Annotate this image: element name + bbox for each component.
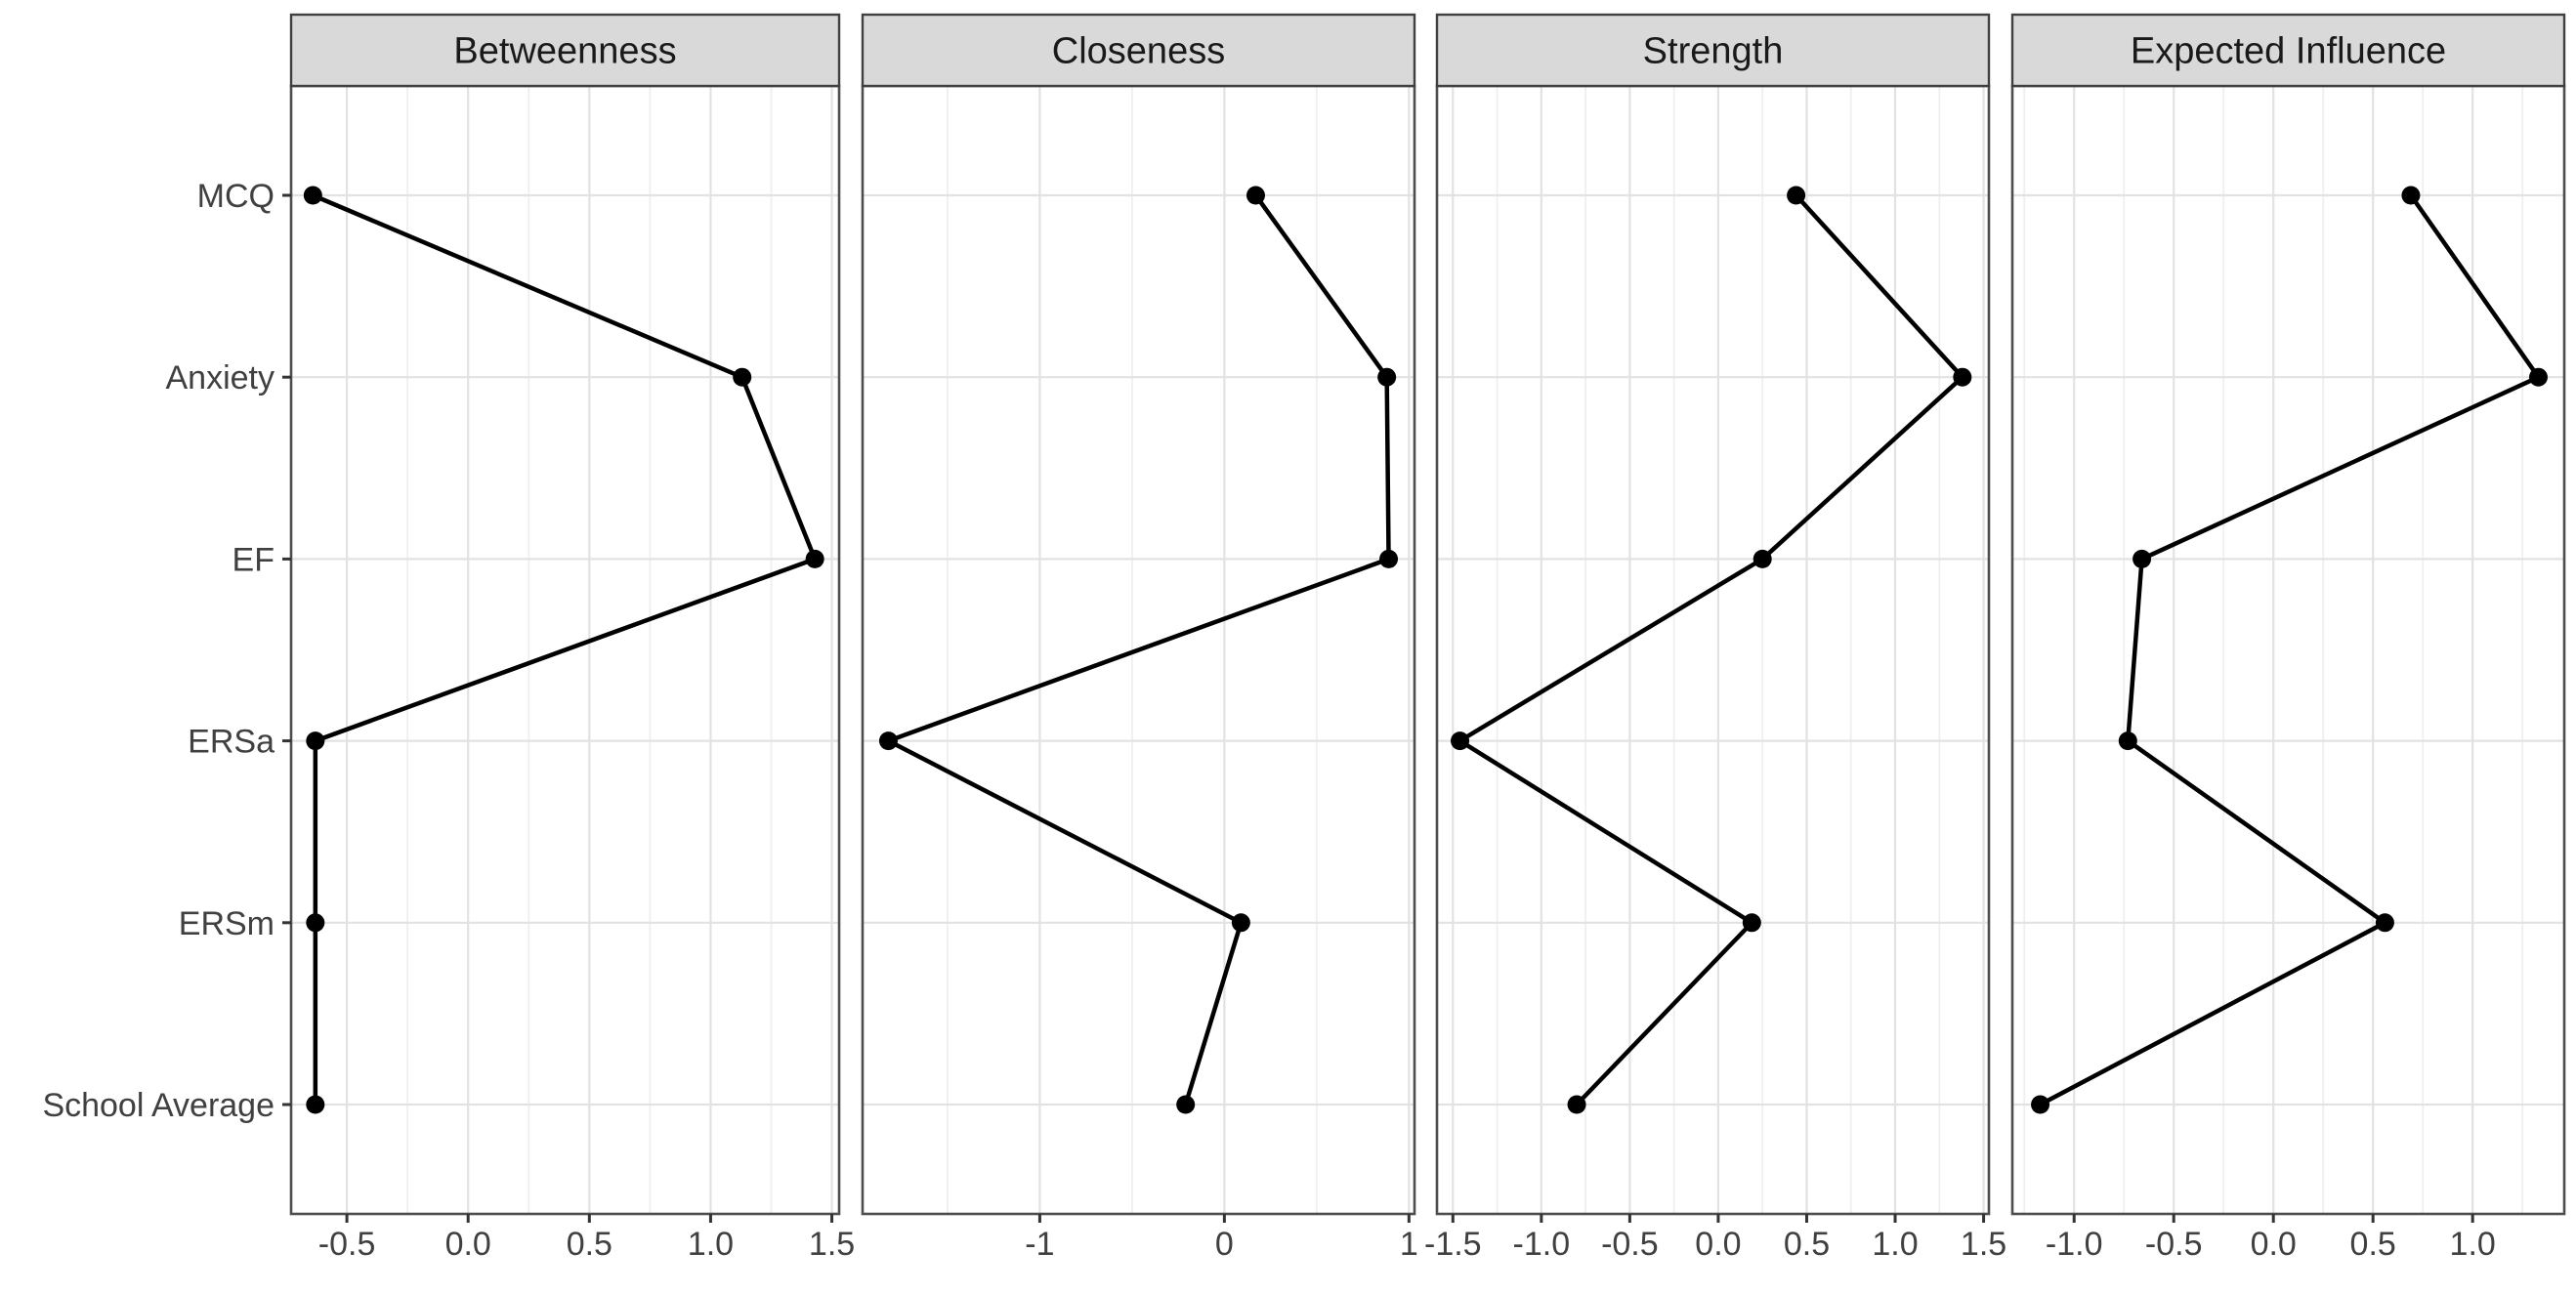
x-tick-label: 1 bbox=[1400, 1226, 1418, 1263]
y-axis-label-school-average: School Average bbox=[42, 1087, 274, 1124]
x-tick-label: -0.5 bbox=[318, 1226, 376, 1263]
facet-strip bbox=[1435, 13, 1991, 88]
data-point-mcq bbox=[1787, 186, 1806, 205]
data-line-strength bbox=[1456, 192, 1966, 1107]
data-point-ef bbox=[805, 549, 824, 568]
facet-strip bbox=[861, 13, 1416, 88]
facet-title: Expected Influence bbox=[2131, 31, 2446, 72]
data-line-expected-influence bbox=[2038, 192, 2542, 1107]
x-tick-label: 0.5 bbox=[567, 1226, 612, 1263]
panel-background-strength bbox=[1437, 86, 1989, 1214]
data-point-ersm bbox=[1231, 913, 1250, 933]
data-point-ersa bbox=[2118, 731, 2137, 751]
x-tick-label: -1 bbox=[1025, 1226, 1054, 1263]
data-line-closeness bbox=[882, 192, 1391, 1107]
data-point-ef bbox=[2133, 549, 2152, 568]
x-tick-label: 0.0 bbox=[445, 1226, 491, 1263]
data-point-ef bbox=[1379, 549, 1399, 568]
data-point-school-average bbox=[306, 1095, 325, 1114]
data-point-ersm bbox=[306, 913, 325, 933]
data-point-anxiety bbox=[1953, 367, 1972, 387]
x-tick-label: -1.0 bbox=[2046, 1226, 2103, 1263]
x-tick-label: 1.0 bbox=[2450, 1226, 2496, 1263]
x-tick-label: -0.5 bbox=[1601, 1226, 1659, 1263]
panel-background-expected-influence bbox=[2012, 86, 2564, 1214]
data-point-anxiety bbox=[733, 367, 752, 387]
x-tick-label: 0.0 bbox=[2251, 1226, 2297, 1263]
facet-title: Betweenness bbox=[453, 31, 676, 72]
y-axis-label-mcq: MCQ bbox=[197, 178, 274, 215]
facet-strip bbox=[289, 13, 841, 88]
x-tick-label: 1.0 bbox=[688, 1226, 734, 1263]
x-tick-label: 1.5 bbox=[809, 1226, 855, 1263]
x-tick-label: 0 bbox=[1215, 1226, 1234, 1263]
data-point-ef bbox=[1753, 549, 1772, 568]
data-point-ersa bbox=[1451, 731, 1470, 751]
data-point-school-average bbox=[2031, 1095, 2050, 1114]
data-line-betweenness bbox=[311, 192, 819, 1107]
x-tick-label: -1.5 bbox=[1424, 1226, 1482, 1263]
data-point-anxiety bbox=[1377, 367, 1397, 387]
facet-title: Closeness bbox=[1052, 31, 1225, 72]
facet-title: Strength bbox=[1643, 31, 1784, 72]
data-point-ersa bbox=[306, 731, 325, 751]
y-axis-label-ef: EF bbox=[232, 541, 274, 578]
data-point-school-average bbox=[1176, 1095, 1196, 1114]
x-tick-label: -1.0 bbox=[1513, 1226, 1571, 1263]
data-point-ersa bbox=[878, 731, 898, 751]
y-axis-label-ersm: ERSm bbox=[179, 905, 274, 942]
y-axis-label-ersa: ERSa bbox=[188, 724, 274, 761]
y-axis-label-anxiety: Anxiety bbox=[166, 359, 275, 397]
data-point-school-average bbox=[1567, 1095, 1586, 1114]
x-tick-label: -0.5 bbox=[2145, 1226, 2203, 1263]
facet-strip bbox=[2010, 13, 2566, 88]
x-tick-label: 0.5 bbox=[1784, 1226, 1830, 1263]
data-point-ersm bbox=[2375, 913, 2394, 933]
x-tick-label: 1.0 bbox=[1872, 1226, 1918, 1263]
x-tick-label: 1.5 bbox=[1961, 1226, 2006, 1263]
data-point-mcq bbox=[303, 186, 322, 205]
data-point-mcq bbox=[2401, 186, 2421, 205]
data-point-mcq bbox=[1246, 186, 1265, 205]
data-point-ersm bbox=[1742, 913, 1761, 933]
x-tick-label: 0.0 bbox=[1695, 1226, 1741, 1263]
x-tick-label: 0.5 bbox=[2350, 1226, 2396, 1263]
data-point-anxiety bbox=[2528, 367, 2548, 387]
